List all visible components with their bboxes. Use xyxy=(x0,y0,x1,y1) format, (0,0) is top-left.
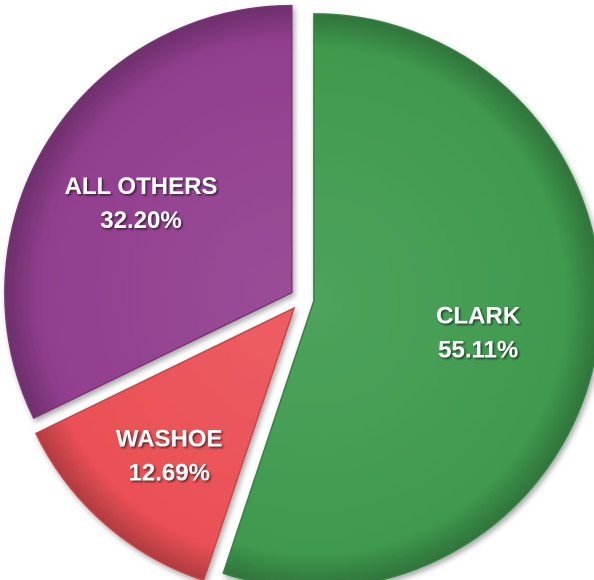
slice-name-label: ALL OTHERS xyxy=(65,173,218,200)
pie-slice-washoe xyxy=(34,306,296,580)
slice-name-label: WASHOE xyxy=(116,425,223,452)
slice-name-label: CLARK xyxy=(436,303,521,330)
pie-slices xyxy=(4,4,594,580)
slice-value-label: 55.11% xyxy=(438,337,518,364)
slice-value-label: 12.69% xyxy=(129,459,210,486)
slice-value-label: 32.20% xyxy=(100,207,181,234)
pie-slice-clark xyxy=(222,13,594,580)
pie-labels: CLARK 55.11% WASHOE 12.69% ALL OTHERS 32.20% xyxy=(65,173,521,486)
pie-slice-all-others xyxy=(4,4,293,420)
